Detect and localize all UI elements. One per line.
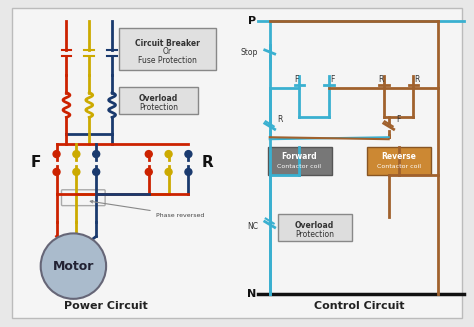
Text: Reverse: Reverse: [381, 152, 416, 161]
Text: R: R: [201, 155, 213, 169]
Text: Stop: Stop: [240, 48, 258, 58]
Circle shape: [41, 233, 106, 299]
Text: Forward: Forward: [282, 152, 317, 161]
Circle shape: [185, 168, 192, 175]
Circle shape: [93, 151, 100, 158]
Text: F: F: [330, 75, 334, 84]
Circle shape: [165, 168, 172, 175]
Circle shape: [146, 151, 152, 158]
Text: N: N: [247, 289, 256, 299]
Text: F: F: [397, 115, 401, 124]
Text: Control Circuit: Control Circuit: [314, 301, 404, 311]
FancyBboxPatch shape: [278, 214, 352, 241]
Text: Contactor coil: Contactor coil: [277, 164, 321, 169]
Circle shape: [165, 151, 172, 158]
Circle shape: [185, 151, 192, 158]
Text: Or: Or: [163, 47, 172, 57]
Text: NC: NC: [247, 222, 258, 231]
FancyBboxPatch shape: [268, 147, 332, 175]
Text: Overload: Overload: [139, 94, 178, 103]
Text: Power Circuit: Power Circuit: [64, 301, 148, 311]
Text: R: R: [414, 75, 419, 84]
Text: F: F: [30, 155, 41, 169]
Circle shape: [73, 168, 80, 175]
Text: Fuse Protection: Fuse Protection: [138, 56, 197, 65]
Text: R: R: [378, 75, 383, 84]
Circle shape: [53, 168, 60, 175]
Text: Overload: Overload: [295, 221, 334, 230]
Text: Motor: Motor: [53, 260, 94, 273]
Circle shape: [73, 151, 80, 158]
Text: Protection: Protection: [139, 103, 178, 112]
Circle shape: [146, 168, 152, 175]
FancyBboxPatch shape: [367, 147, 431, 175]
Text: Phase reversed: Phase reversed: [90, 200, 204, 217]
FancyBboxPatch shape: [119, 28, 216, 70]
Text: R: R: [278, 115, 283, 124]
Text: Circuit Breaker: Circuit Breaker: [135, 39, 200, 47]
Text: Contactor coil: Contactor coil: [377, 164, 420, 169]
FancyBboxPatch shape: [119, 87, 198, 114]
Circle shape: [53, 151, 60, 158]
Text: F: F: [294, 75, 299, 84]
Circle shape: [93, 168, 100, 175]
FancyBboxPatch shape: [12, 8, 462, 318]
Text: Protection: Protection: [295, 230, 334, 239]
Text: P: P: [248, 16, 256, 26]
